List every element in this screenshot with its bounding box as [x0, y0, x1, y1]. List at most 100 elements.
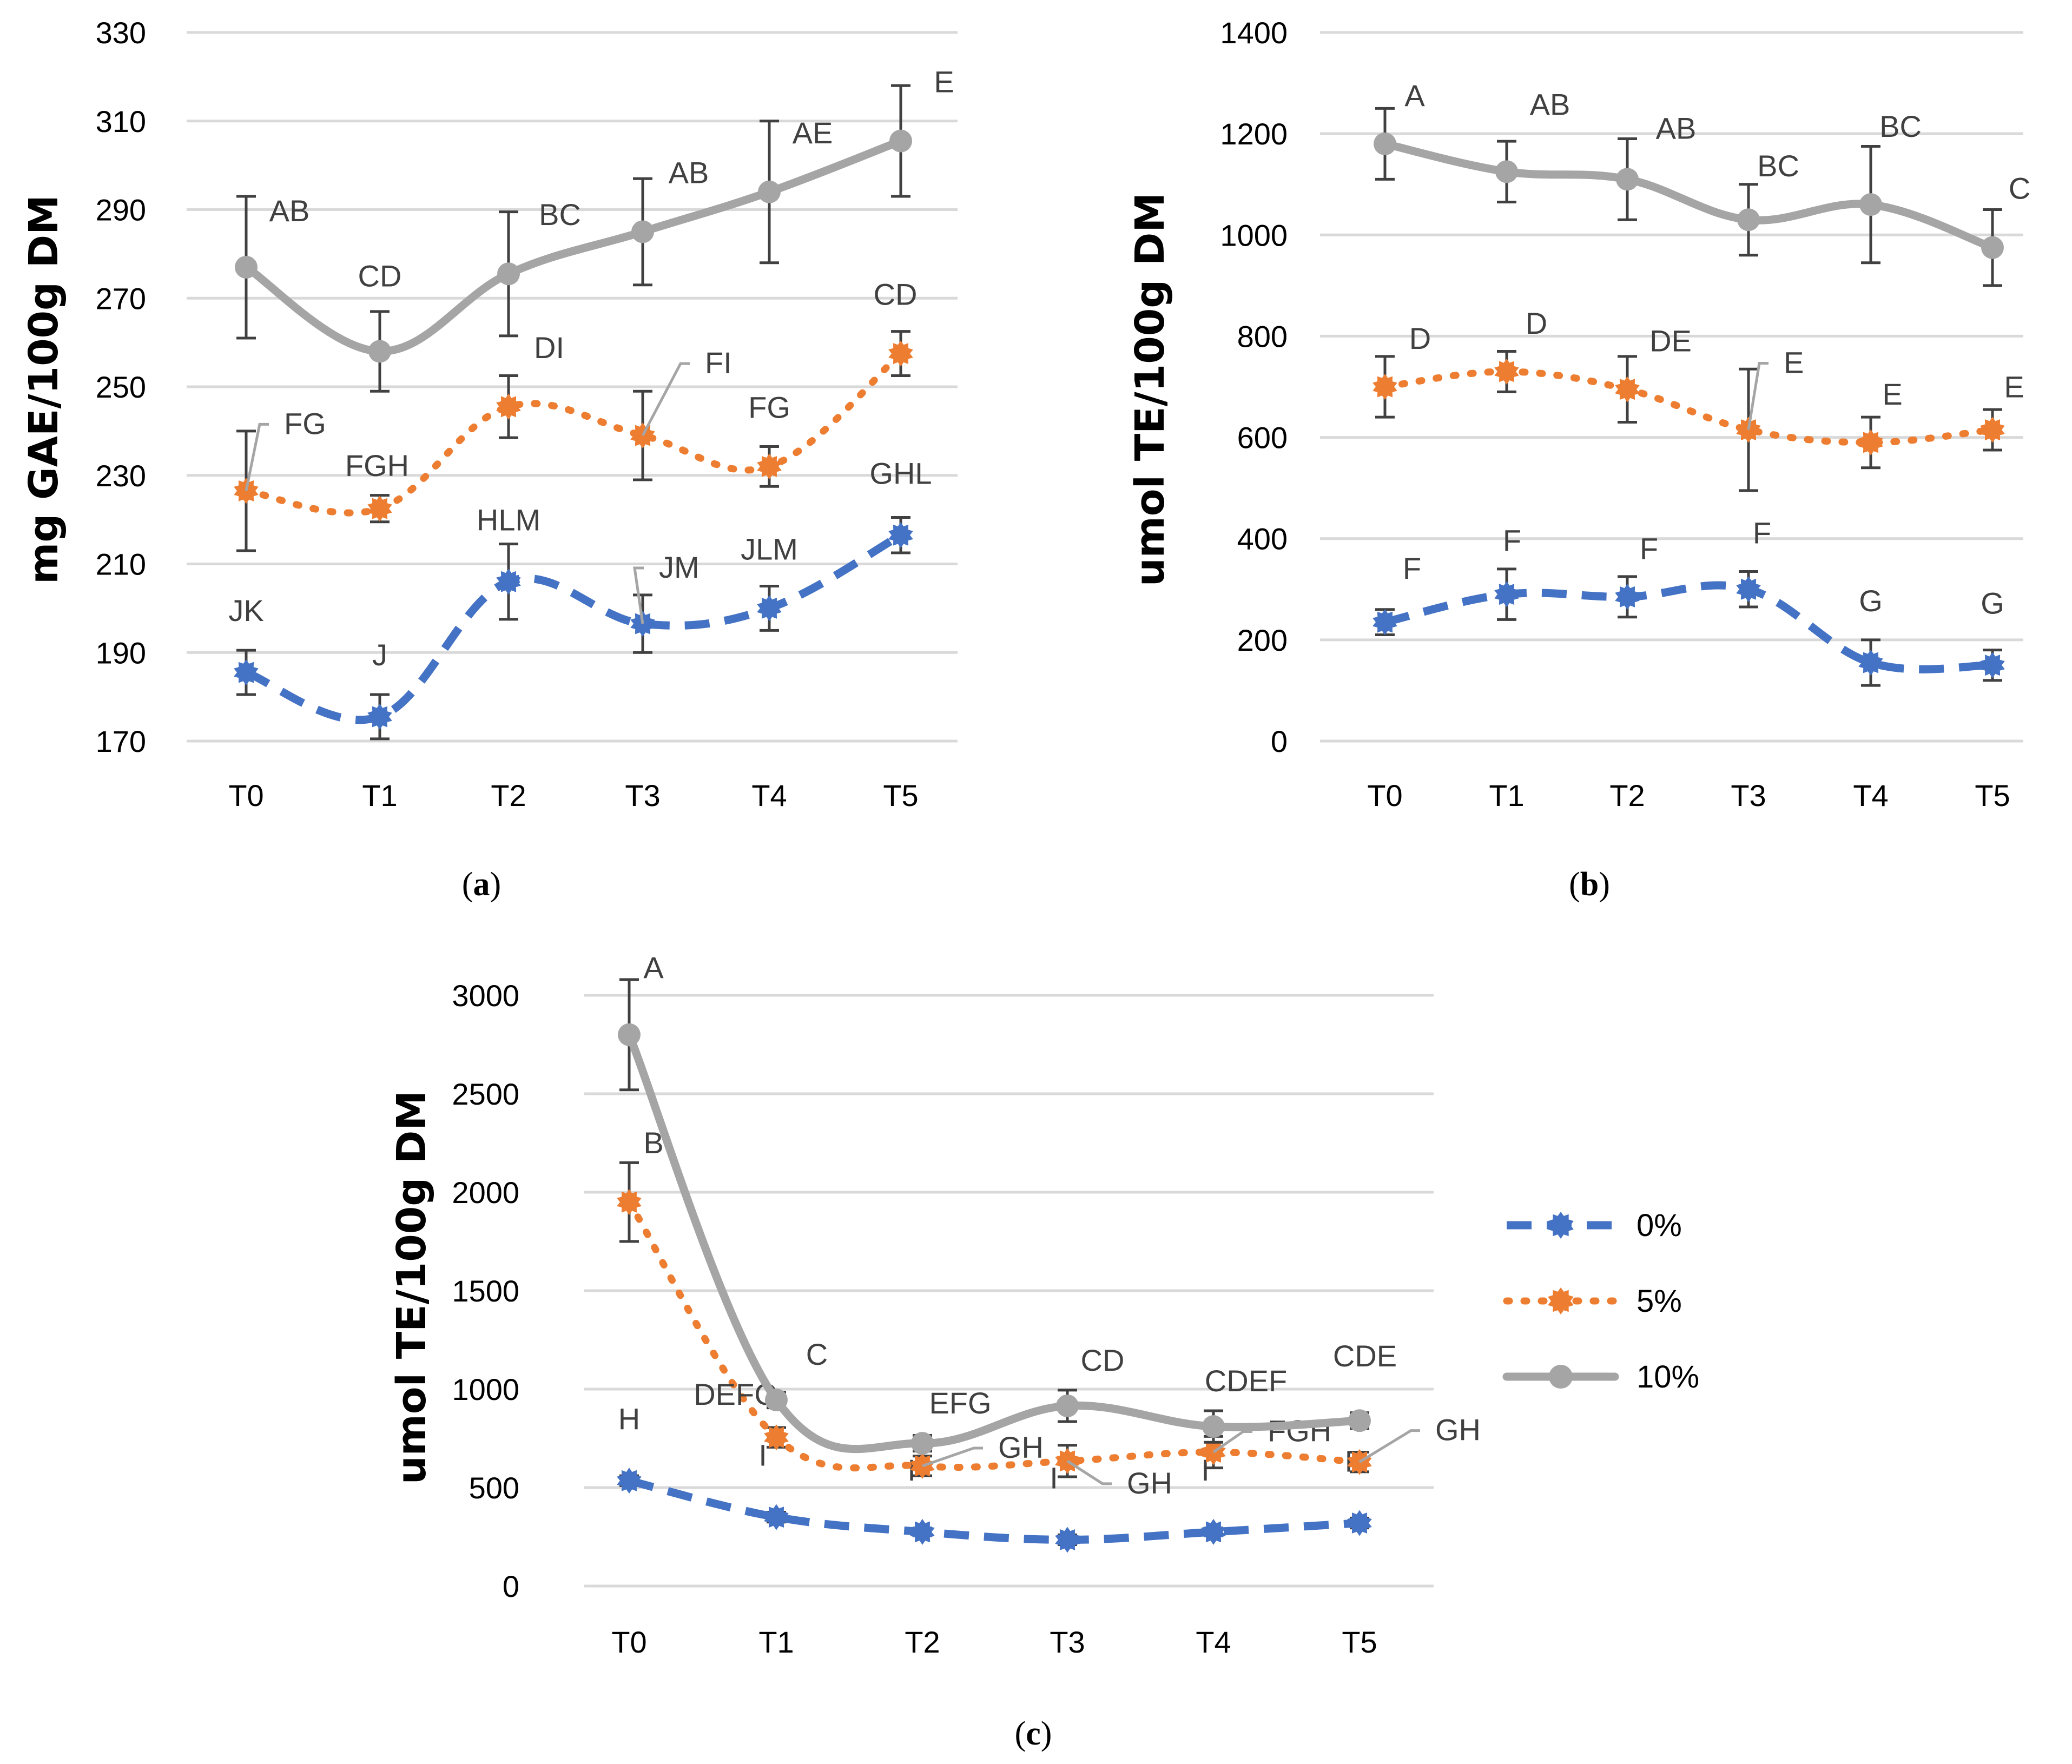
data-point: [1859, 193, 1882, 216]
y-tick-label: 1500: [452, 1274, 519, 1308]
data-point: [235, 255, 258, 279]
data-label: JK: [228, 593, 263, 627]
x-tick-label: T4: [1853, 778, 1888, 812]
x-tick-label: T4: [751, 778, 787, 812]
y-tick-label: 200: [1237, 623, 1288, 657]
data-label: AB: [269, 194, 310, 228]
data-point: [497, 262, 520, 286]
data-label: DE: [1649, 324, 1692, 358]
data-point: [1615, 584, 1640, 610]
data-label: E: [1882, 377, 1902, 411]
data-point: [765, 1389, 788, 1412]
data-point: [1981, 236, 2004, 259]
data-point: [1348, 1409, 1371, 1432]
data-point: [631, 220, 654, 243]
data-label: GH: [1435, 1413, 1481, 1447]
chart-b: 0 200 400 600 800 1000 1200 1400 T0 T1 T2 T3 T4 T5 umo…: [1127, 16, 2030, 903]
y-axis-label: mg GAE/100g DM: [21, 195, 67, 584]
series-line-0pct: [628, 1476, 1360, 1544]
legend: 0% 5% 10%: [1502, 1208, 1699, 1395]
data-point: [1858, 650, 1883, 676]
y-tick-label: 230: [96, 459, 146, 493]
x-tick-label: T3: [1050, 1625, 1085, 1659]
data-label: GH: [998, 1430, 1044, 1464]
data-label: HLM: [477, 503, 540, 537]
data-point: [910, 1518, 935, 1545]
y-tick-label: 250: [96, 370, 146, 404]
data-point: [1494, 358, 1519, 385]
data-point: [1858, 429, 1883, 455]
data-label: GHL: [869, 456, 932, 490]
data-label: FG: [748, 390, 790, 424]
x-tick-label: T5: [1975, 778, 2010, 812]
series-line-5pct: [625, 1198, 1363, 1472]
data-label: EFG: [929, 1386, 991, 1420]
data-point: [757, 595, 782, 622]
y-tick-label: 1400: [1220, 16, 1288, 50]
series-line-0pct: [245, 531, 903, 724]
data-label: G: [1981, 586, 2004, 620]
data-point: [1372, 609, 1397, 636]
data-point: [889, 129, 912, 153]
x-tick-label: T3: [625, 778, 660, 812]
data-label: F: [1503, 524, 1521, 558]
data-label: BC: [539, 197, 581, 232]
data-point: [1615, 376, 1640, 402]
data-point: [630, 422, 655, 449]
x-tick-label: T0: [228, 778, 263, 812]
data-label: FG: [284, 406, 326, 440]
data-point: [1201, 1518, 1226, 1545]
y-tick-label: 0: [503, 1569, 519, 1603]
data-label: C: [2009, 171, 2030, 206]
y-tick-label: 170: [96, 724, 146, 758]
x-tick-label: T1: [362, 778, 397, 812]
data-point: [618, 1023, 641, 1046]
y-tick-label: 290: [96, 193, 146, 227]
y-tick-label: 190: [96, 636, 146, 670]
data-point: [1980, 417, 2005, 443]
data-point: [1737, 208, 1760, 232]
x-tick-label: T3: [1731, 778, 1766, 812]
y-tick-label: 330: [96, 16, 146, 50]
data-point: [764, 1424, 789, 1451]
data-label: AE: [793, 116, 833, 150]
data-point: [1374, 132, 1396, 155]
data-point: [496, 393, 521, 420]
data-label: F: [1753, 516, 1771, 550]
legend-item: 5%: [1503, 1284, 1682, 1319]
data-label: J: [372, 638, 387, 672]
data-point: [1347, 1510, 1372, 1536]
data-point: [1202, 1415, 1225, 1438]
data-label: FGH: [1268, 1413, 1331, 1448]
y-tick-label: 1200: [1220, 117, 1288, 151]
data-point: [758, 180, 781, 203]
data-label: CD: [874, 278, 918, 312]
data-point: [234, 659, 259, 686]
x-tick-label: T4: [1196, 1625, 1231, 1659]
data-label: C: [806, 1337, 828, 1371]
data-label: GH: [1127, 1466, 1172, 1500]
label-leader: [922, 1446, 983, 1468]
legend-item: 10%: [1502, 1359, 1699, 1395]
data-label: BC: [1757, 149, 1799, 183]
y-axis-label: umol TE/100g DM: [1127, 193, 1173, 586]
y-tick-label: 2000: [452, 1175, 519, 1210]
x-tick-label: T0: [611, 1625, 646, 1659]
legend-label: 5%: [1637, 1284, 1682, 1319]
label-leader: [1066, 1459, 1112, 1485]
panel-label: (b): [1569, 866, 1610, 903]
x-tick-label: T2: [1609, 778, 1645, 812]
chart-a: 170 190 210 230 250 270 290 310 330 T0 T1 T2 T3 T4 T5 m…: [21, 16, 958, 903]
y-tick-label: 2500: [452, 1077, 519, 1111]
data-label: JM: [659, 550, 700, 584]
y-tick-label: 1000: [1220, 218, 1288, 252]
y-tick-label: 270: [96, 281, 146, 315]
data-label: JLM: [741, 532, 798, 566]
y-tick-label: 600: [1237, 421, 1288, 455]
label-leader: [245, 422, 269, 491]
data-label: G: [1859, 584, 1883, 618]
data-label: AB: [1530, 87, 1571, 121]
panel-label: (a): [462, 866, 501, 903]
data-point: [1736, 576, 1761, 603]
